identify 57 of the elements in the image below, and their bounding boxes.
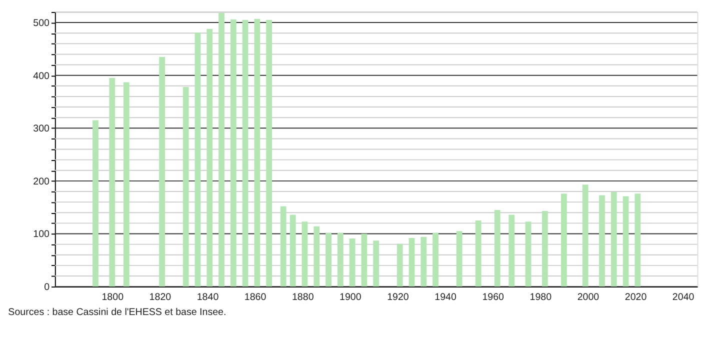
bar xyxy=(123,82,130,287)
y-tick-label: 100 xyxy=(33,229,50,240)
y-tick-label: 0 xyxy=(44,282,50,293)
bar xyxy=(326,232,332,287)
x-tick-label: 1880 xyxy=(292,292,314,303)
bar xyxy=(508,214,515,287)
bar xyxy=(373,240,380,287)
bar xyxy=(432,232,438,287)
bar xyxy=(408,238,415,287)
x-tick-label: 2020 xyxy=(624,292,648,303)
bar xyxy=(599,195,605,287)
bar xyxy=(280,206,286,287)
y-tick-label: 300 xyxy=(33,124,50,135)
x-tick-label: 1860 xyxy=(244,292,267,303)
bar xyxy=(159,56,166,287)
bar xyxy=(361,234,368,287)
bar xyxy=(525,222,532,287)
bar xyxy=(254,18,260,287)
bar xyxy=(242,20,248,287)
bar xyxy=(218,13,224,287)
bar xyxy=(456,231,462,287)
x-tick-label: 1800 xyxy=(102,292,124,303)
x-tick-label: 1980 xyxy=(530,292,552,303)
x-tick-label: 1840 xyxy=(196,292,220,303)
bar xyxy=(582,184,588,287)
bar xyxy=(109,78,116,287)
y-tick-label: 200 xyxy=(33,176,50,188)
x-tick-label: 1820 xyxy=(149,292,172,303)
x-tick-label: 2040 xyxy=(672,292,695,303)
bar xyxy=(561,194,567,287)
bar xyxy=(542,211,548,287)
bar xyxy=(290,214,296,287)
bar xyxy=(194,32,201,287)
bar xyxy=(475,220,482,287)
bar xyxy=(314,226,320,287)
bar xyxy=(206,28,213,287)
bar xyxy=(266,20,272,287)
bar xyxy=(396,244,403,287)
y-tick-label: 500 xyxy=(33,18,50,29)
bar xyxy=(420,236,427,287)
bar xyxy=(92,120,98,287)
y-tick-label: 400 xyxy=(33,70,50,82)
x-tick-label: 1900 xyxy=(340,292,362,303)
bar xyxy=(349,238,356,287)
x-tick-label: 2000 xyxy=(577,292,600,303)
x-tick-label: 1940 xyxy=(434,292,457,303)
bar xyxy=(230,19,236,287)
bar xyxy=(302,222,308,287)
x-tick-label: 1960 xyxy=(482,292,505,303)
x-tick-label: 1920 xyxy=(387,292,410,303)
bar xyxy=(337,232,344,287)
source-note: Sources : base Cassini de l'EHESS et base Insee. xyxy=(8,306,226,318)
bar xyxy=(610,192,617,287)
bar xyxy=(182,86,189,287)
bar xyxy=(634,194,641,287)
bar xyxy=(622,196,629,287)
bar xyxy=(494,210,500,287)
